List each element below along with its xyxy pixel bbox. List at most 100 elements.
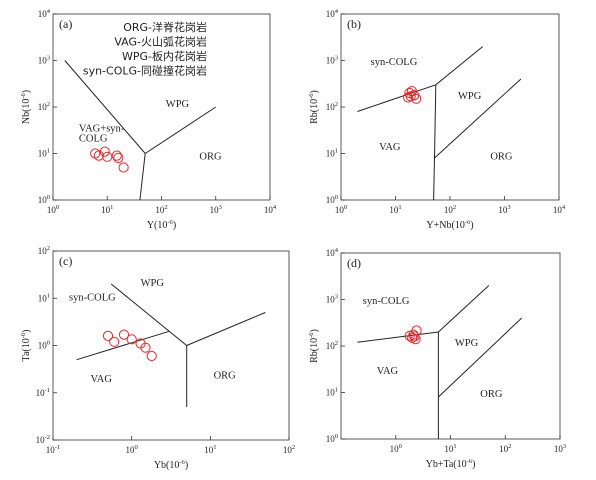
- text-run: 10: [46, 445, 56, 455]
- text-run: 10: [38, 293, 48, 303]
- field-label: ORG: [214, 371, 237, 382]
- data-point: [403, 92, 414, 103]
- text-run: Rb(10: [309, 338, 320, 363]
- text-run: ): [470, 220, 473, 231]
- superscript: -6: [465, 219, 471, 226]
- field-boundary: [76, 330, 170, 361]
- text-run: 10: [204, 445, 214, 455]
- panel-c: 10-1 100 101 10210-210-1100101102Yb(10-6)Ta…: [20, 245, 295, 471]
- text-run: ): [309, 90, 320, 93]
- superscript: 3: [507, 204, 510, 211]
- x-tick-label: 102: [499, 443, 511, 454]
- panel-label: (b): [347, 17, 361, 31]
- superscript: 0: [47, 340, 50, 347]
- x-tick-label: 100: [47, 204, 59, 215]
- text-run: 10: [38, 341, 48, 351]
- superscript: 2: [292, 444, 295, 451]
- y-tick-label: 103: [326, 294, 338, 305]
- superscript: 1: [335, 387, 338, 394]
- y-tick-label: 102: [38, 101, 50, 112]
- text-run: 10: [126, 445, 136, 455]
- x-tick-label: 101: [444, 443, 456, 454]
- x-tick-label: 101: [389, 204, 401, 215]
- field-boundary: [186, 312, 266, 346]
- y-tick-label: 102: [38, 245, 50, 256]
- text-run: 10: [498, 205, 508, 215]
- panel-a: 100 101 102 103 104100101102103104Y(10-6)Nb(…: [20, 8, 277, 231]
- y-tick-label: 104: [38, 8, 51, 19]
- data-point: [140, 342, 151, 353]
- field-boundary: [139, 153, 146, 201]
- x-tick-label: 102: [444, 204, 456, 215]
- text-run: 10: [264, 205, 274, 215]
- superscript: 1: [213, 444, 216, 451]
- text-run: ): [309, 329, 320, 332]
- y-axis-label: Ta(10-6): [20, 330, 32, 362]
- y-axis-label: Nb(10-6): [20, 90, 32, 124]
- text-run: 10: [210, 205, 220, 215]
- field-label: VAG: [377, 366, 399, 377]
- x-tick-label: 101: [101, 204, 113, 215]
- text-run: 10: [335, 205, 345, 215]
- field-label: syn-COLG: [69, 292, 116, 303]
- field-label: COLG: [79, 134, 108, 145]
- y-tick-label: 103: [326, 55, 338, 66]
- field-boundary: [357, 285, 490, 343]
- panel-label: (c): [59, 254, 72, 268]
- text-run: 10: [38, 56, 48, 66]
- text-run: ): [185, 460, 188, 471]
- superscript: 0: [47, 194, 50, 201]
- text-run: 10: [326, 388, 336, 398]
- data-point: [99, 146, 110, 157]
- data-point: [113, 152, 124, 164]
- y-tick-label: 101: [38, 292, 50, 303]
- legend-entry: WPG-板内花岗岩: [122, 49, 207, 63]
- x-tick-label: 100: [390, 443, 402, 454]
- y-axis-label: Rb(10-6): [308, 329, 320, 363]
- y-tick-label: 101: [38, 148, 50, 159]
- y-tick-label: 100: [38, 340, 50, 351]
- legend-entry: VAG-火山弧花岗岩: [114, 35, 207, 49]
- superscript: -6: [20, 332, 27, 338]
- x-tick-label: 10-1: [46, 444, 60, 455]
- text-run: ): [472, 459, 475, 470]
- field-label: WPG: [455, 338, 479, 349]
- text-run: Yb(10: [154, 460, 180, 471]
- y-tick-label: 103: [38, 55, 50, 66]
- text-run: 10: [553, 205, 563, 215]
- x-tick-label: 103: [554, 443, 566, 454]
- y-tick-label: 102: [326, 340, 338, 351]
- superscript: 1: [453, 443, 456, 450]
- superscript: 3: [563, 443, 566, 450]
- superscript: -6: [308, 93, 315, 99]
- superscript: 0: [335, 194, 338, 201]
- legend-entry: syn-COLG-同碰撞花岗岩: [83, 64, 207, 78]
- superscript: -2: [45, 434, 50, 441]
- x-tick-label: 104: [553, 204, 566, 215]
- plot-frame: [340, 13, 560, 201]
- superscript: 3: [47, 55, 50, 62]
- data-point: [126, 334, 137, 345]
- x-axis-label: Yb+Ta(10-6): [426, 458, 476, 470]
- superscript: 4: [562, 204, 566, 211]
- x-axis-label: Y(10-6): [147, 219, 176, 231]
- superscript: 0: [344, 204, 347, 211]
- superscript: 4: [335, 247, 339, 254]
- superscript: 4: [273, 204, 277, 211]
- text-run: 10: [326, 434, 336, 444]
- field-label: syn-COLG: [371, 57, 418, 68]
- field-label: VAG+syn-: [79, 123, 125, 134]
- y-tick-label: 10-2: [36, 434, 50, 445]
- y-axis-label: Rb(10-6): [308, 90, 320, 124]
- data-point: [102, 330, 114, 341]
- panel-label: (d): [347, 256, 361, 270]
- panel-d: 100 101 102 103100101102103104Yb+Ta(10-6)Rb…: [308, 247, 566, 470]
- y-tick-label: 101: [326, 387, 338, 398]
- field-label: ORG: [199, 151, 222, 162]
- text-run: 10: [155, 205, 165, 215]
- text-run: ): [21, 90, 32, 93]
- text-run: Rb(10: [309, 99, 320, 124]
- superscript: 4: [335, 8, 339, 15]
- data-point: [411, 93, 422, 104]
- text-run: 10: [499, 444, 509, 454]
